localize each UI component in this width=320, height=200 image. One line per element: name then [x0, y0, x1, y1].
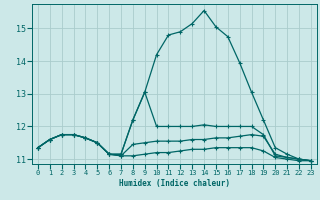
- X-axis label: Humidex (Indice chaleur): Humidex (Indice chaleur): [119, 179, 230, 188]
